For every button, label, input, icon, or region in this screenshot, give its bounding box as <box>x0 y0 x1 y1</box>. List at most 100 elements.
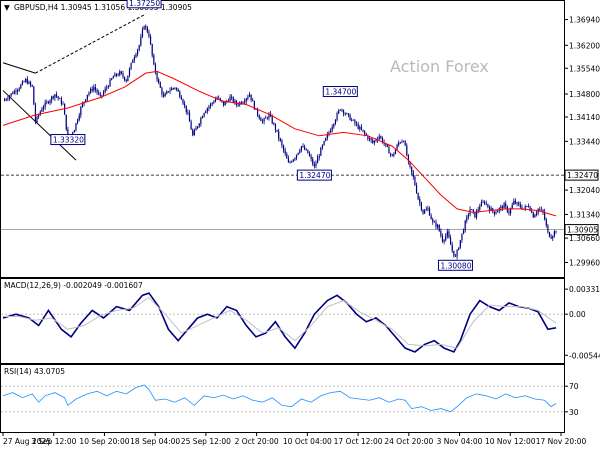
candle-32 <box>54 94 56 101</box>
candle-body <box>548 232 551 237</box>
candle-236 <box>385 143 387 148</box>
candle-170 <box>278 128 280 142</box>
candle-261 <box>425 206 427 211</box>
candle-body <box>487 204 489 208</box>
candle-body <box>175 87 178 90</box>
candle-158 <box>258 114 260 120</box>
candle-body <box>511 204 513 209</box>
candle-175 <box>286 152 288 159</box>
candle-body <box>334 119 337 124</box>
candle-317 <box>516 201 518 207</box>
candle-14 <box>25 77 27 83</box>
candle-96 <box>158 77 160 85</box>
candle-64 <box>106 84 108 91</box>
candle-310 <box>505 200 507 209</box>
candle-body <box>98 92 100 94</box>
candle-body <box>526 206 528 207</box>
candle-338 <box>550 233 552 239</box>
candle-103 <box>169 87 171 95</box>
candle-297 <box>484 200 486 206</box>
candle-151 <box>247 94 249 101</box>
candle-body <box>274 124 277 130</box>
price-annotation-box <box>322 86 358 98</box>
candle-214 <box>349 113 351 121</box>
candle-body <box>190 121 192 130</box>
candle-120 <box>197 126 199 130</box>
price-annotation-label: 1.33320 <box>53 136 84 145</box>
candle-292 <box>475 208 478 220</box>
candle-260 <box>424 208 426 214</box>
candle-body <box>364 131 366 134</box>
candle-74 <box>122 70 124 79</box>
candle-45 <box>75 122 77 132</box>
candle-body <box>368 138 371 140</box>
candle-body <box>188 112 191 122</box>
candle-4 <box>8 94 11 102</box>
candle-220 <box>359 125 361 132</box>
candle-body <box>304 146 306 150</box>
candle-128 <box>209 102 212 109</box>
candle-279 <box>454 253 457 258</box>
candle-body <box>174 87 176 89</box>
candle-body <box>396 145 398 150</box>
candle-body <box>540 209 543 211</box>
candle-body <box>46 101 48 103</box>
candle-body <box>428 208 431 216</box>
candle-body <box>521 207 523 210</box>
candle-250 <box>407 154 410 165</box>
candle-47 <box>78 112 80 122</box>
candle-82 <box>135 52 137 59</box>
candle-body <box>218 97 220 99</box>
candle-113 <box>185 105 187 115</box>
candle-body <box>94 87 97 90</box>
candle-296 <box>482 199 484 204</box>
candle-body <box>351 119 353 121</box>
candle-body <box>312 158 314 165</box>
level-label-1: 1.30905 <box>567 226 598 235</box>
candle-27 <box>46 99 48 105</box>
candle-92 <box>151 43 153 58</box>
candle-286 <box>466 214 468 224</box>
candle-body <box>399 142 401 144</box>
candle-body <box>23 81 25 83</box>
candle-body <box>315 163 317 167</box>
candle-body <box>462 230 465 234</box>
candle-body <box>471 209 473 210</box>
candle-290 <box>472 208 474 215</box>
candle-body <box>464 220 466 231</box>
candle-332 <box>540 206 543 211</box>
candle-270 <box>440 228 442 238</box>
candle-126 <box>206 107 208 114</box>
candle-body <box>162 94 165 97</box>
main-header-arrow[interactable]: ▼ <box>4 3 10 12</box>
candle-body <box>265 117 267 119</box>
candle-276 <box>449 234 452 245</box>
candle-body <box>158 79 160 83</box>
price-annotation-label: 1.37250 <box>129 0 160 8</box>
candle-245 <box>399 141 401 144</box>
candle-200 <box>326 131 328 141</box>
candle-287 <box>467 212 470 220</box>
rsi-series <box>2 384 557 413</box>
candle-95 <box>156 71 158 82</box>
candle-110 <box>180 95 182 100</box>
candle-body <box>20 84 22 89</box>
candle-168 <box>274 123 277 133</box>
candle-107 <box>175 87 178 92</box>
candle-body <box>373 140 375 143</box>
candle-body <box>420 203 422 210</box>
candle-body <box>432 219 434 222</box>
candle-328 <box>534 213 536 218</box>
candle-body <box>289 162 291 163</box>
candle-body <box>172 88 174 89</box>
candle-body <box>133 57 135 61</box>
candle-body <box>192 129 194 136</box>
rsi-tick-label-1: 30 <box>569 408 579 417</box>
candle-body <box>553 231 555 237</box>
candle-body <box>72 132 74 135</box>
candle-body <box>88 92 90 95</box>
candle-body <box>305 149 307 151</box>
candle-body <box>154 64 157 73</box>
candle-body <box>419 199 421 204</box>
candle-99 <box>162 91 165 98</box>
